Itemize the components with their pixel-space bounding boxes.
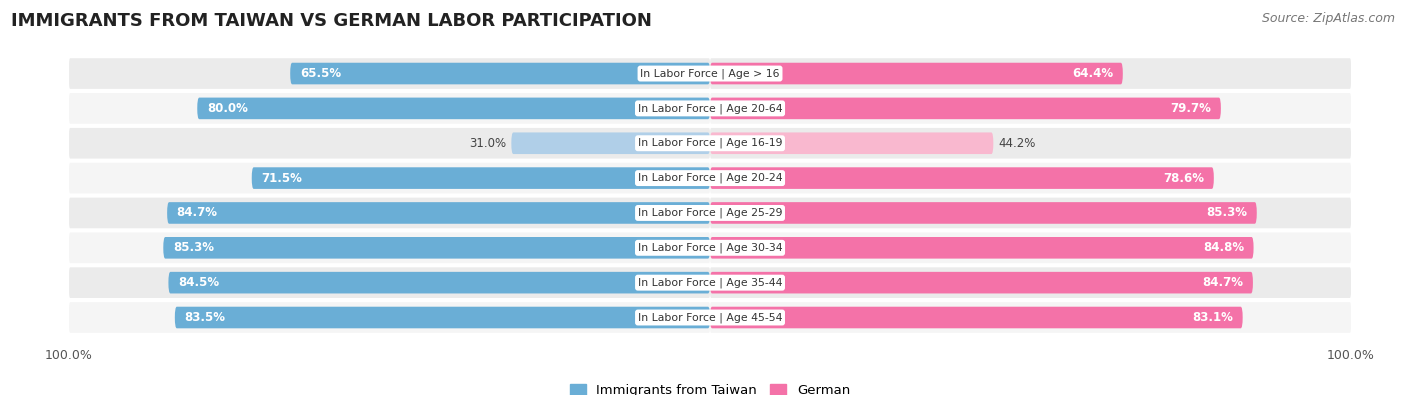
FancyBboxPatch shape [512,132,710,154]
Text: 79.7%: 79.7% [1170,102,1212,115]
Text: In Labor Force | Age 45-54: In Labor Force | Age 45-54 [638,312,782,323]
Text: 80.0%: 80.0% [207,102,247,115]
Text: 84.5%: 84.5% [179,276,219,289]
Text: 65.5%: 65.5% [299,67,340,80]
FancyBboxPatch shape [710,163,1351,194]
Text: 71.5%: 71.5% [262,171,302,184]
FancyBboxPatch shape [710,98,1220,119]
FancyBboxPatch shape [710,198,1351,228]
FancyBboxPatch shape [69,198,710,228]
FancyBboxPatch shape [69,93,710,124]
FancyBboxPatch shape [710,302,1351,333]
Text: Source: ZipAtlas.com: Source: ZipAtlas.com [1261,12,1395,25]
FancyBboxPatch shape [710,237,1254,259]
FancyBboxPatch shape [710,272,1253,293]
Text: 85.3%: 85.3% [173,241,214,254]
Text: IMMIGRANTS FROM TAIWAN VS GERMAN LABOR PARTICIPATION: IMMIGRANTS FROM TAIWAN VS GERMAN LABOR P… [11,12,652,30]
Text: In Labor Force | Age 25-29: In Labor Force | Age 25-29 [638,208,782,218]
FancyBboxPatch shape [69,163,710,194]
Text: In Labor Force | Age 16-19: In Labor Force | Age 16-19 [638,138,782,149]
FancyBboxPatch shape [69,233,710,263]
Text: 83.1%: 83.1% [1192,311,1233,324]
FancyBboxPatch shape [69,302,710,333]
Text: 84.7%: 84.7% [1202,276,1243,289]
FancyBboxPatch shape [197,98,710,119]
Text: 44.2%: 44.2% [998,137,1036,150]
Text: 78.6%: 78.6% [1163,171,1204,184]
FancyBboxPatch shape [710,202,1257,224]
Text: In Labor Force | Age 35-44: In Labor Force | Age 35-44 [638,277,782,288]
Text: 84.7%: 84.7% [177,207,218,220]
FancyBboxPatch shape [69,267,710,298]
FancyBboxPatch shape [710,63,1123,85]
FancyBboxPatch shape [167,202,710,224]
Text: 84.8%: 84.8% [1204,241,1244,254]
FancyBboxPatch shape [69,58,710,89]
Text: In Labor Force | Age 30-34: In Labor Force | Age 30-34 [638,243,782,253]
Text: In Labor Force | Age 20-64: In Labor Force | Age 20-64 [638,103,782,114]
FancyBboxPatch shape [252,167,710,189]
Text: In Labor Force | Age 20-24: In Labor Force | Age 20-24 [638,173,782,183]
FancyBboxPatch shape [710,132,993,154]
FancyBboxPatch shape [710,307,1243,328]
FancyBboxPatch shape [710,93,1351,124]
Text: 85.3%: 85.3% [1206,207,1247,220]
Text: 64.4%: 64.4% [1073,67,1114,80]
FancyBboxPatch shape [69,128,710,158]
Text: 83.5%: 83.5% [184,311,225,324]
FancyBboxPatch shape [290,63,710,85]
FancyBboxPatch shape [174,307,710,328]
FancyBboxPatch shape [710,167,1213,189]
Text: In Labor Force | Age > 16: In Labor Force | Age > 16 [640,68,780,79]
FancyBboxPatch shape [163,237,710,259]
FancyBboxPatch shape [169,272,710,293]
FancyBboxPatch shape [710,128,1351,158]
FancyBboxPatch shape [710,233,1351,263]
Text: 31.0%: 31.0% [470,137,506,150]
Legend: Immigrants from Taiwan, German: Immigrants from Taiwan, German [565,379,855,395]
FancyBboxPatch shape [710,267,1351,298]
FancyBboxPatch shape [710,58,1351,89]
